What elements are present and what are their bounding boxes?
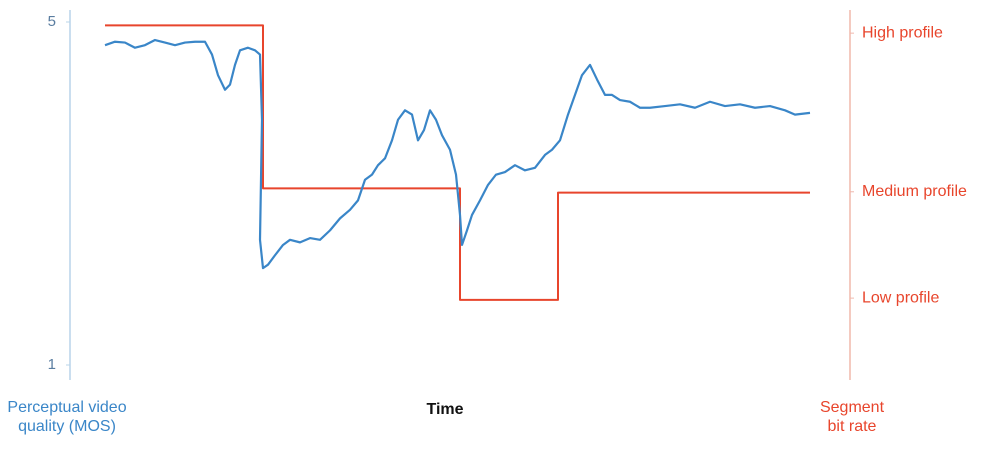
y2-tick-label: High profile — [862, 24, 943, 41]
y-axis-label: Perceptual video quality (MOS) — [7, 399, 127, 435]
y2-axis-label: Segment bit rate — [819, 399, 885, 435]
y2-tick-label: Low profile — [862, 289, 939, 306]
x-axis-label: Time — [426, 401, 464, 418]
y-tick-label: 1 — [48, 356, 56, 373]
y2-tick-label: Medium profile — [862, 183, 967, 200]
data-line — [104, 38, 811, 270]
data-line — [105, 24, 810, 301]
y-tick-label: 5 — [48, 13, 56, 30]
